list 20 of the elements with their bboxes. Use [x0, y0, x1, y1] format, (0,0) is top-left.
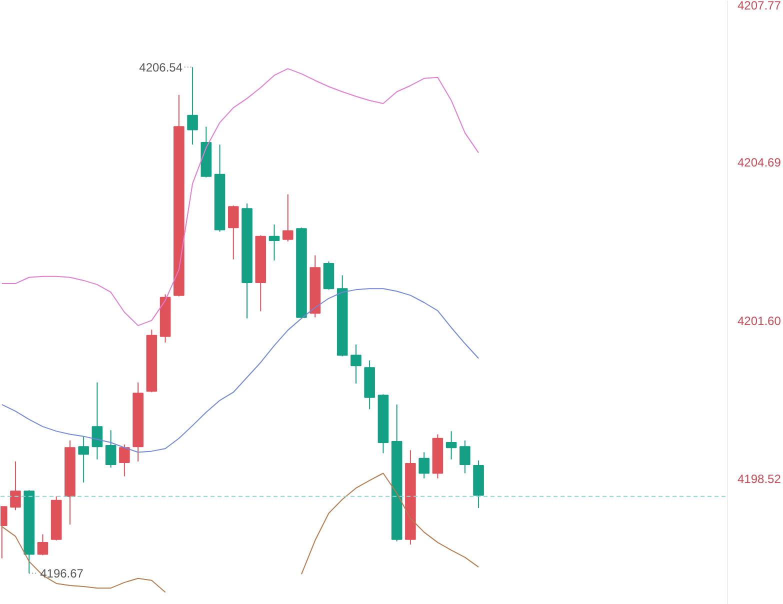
candlestick [119, 444, 130, 477]
candlestick [460, 440, 470, 474]
candlestick [418, 452, 430, 479]
candlestick [78, 436, 89, 483]
candlestick [268, 224, 280, 261]
candlestick [228, 205, 239, 260]
y-tick-label: 4201.60 [738, 314, 782, 328]
candlestick [282, 194, 294, 242]
y-tick-label: 4198.52 [738, 472, 782, 486]
candlestick [92, 382, 103, 460]
candlestick [446, 430, 457, 460]
candlestick [187, 66, 198, 146]
y-tick-label: 4204.69 [738, 156, 782, 170]
candlestick [10, 460, 21, 511]
candlestick [37, 534, 48, 556]
annotation: 4206.54 [139, 60, 183, 75]
candlestick [105, 430, 116, 468]
annotation: 4196.67 [40, 566, 84, 581]
y-tick-label: 4207.77 [738, 0, 782, 12]
candlestick [350, 344, 362, 384]
